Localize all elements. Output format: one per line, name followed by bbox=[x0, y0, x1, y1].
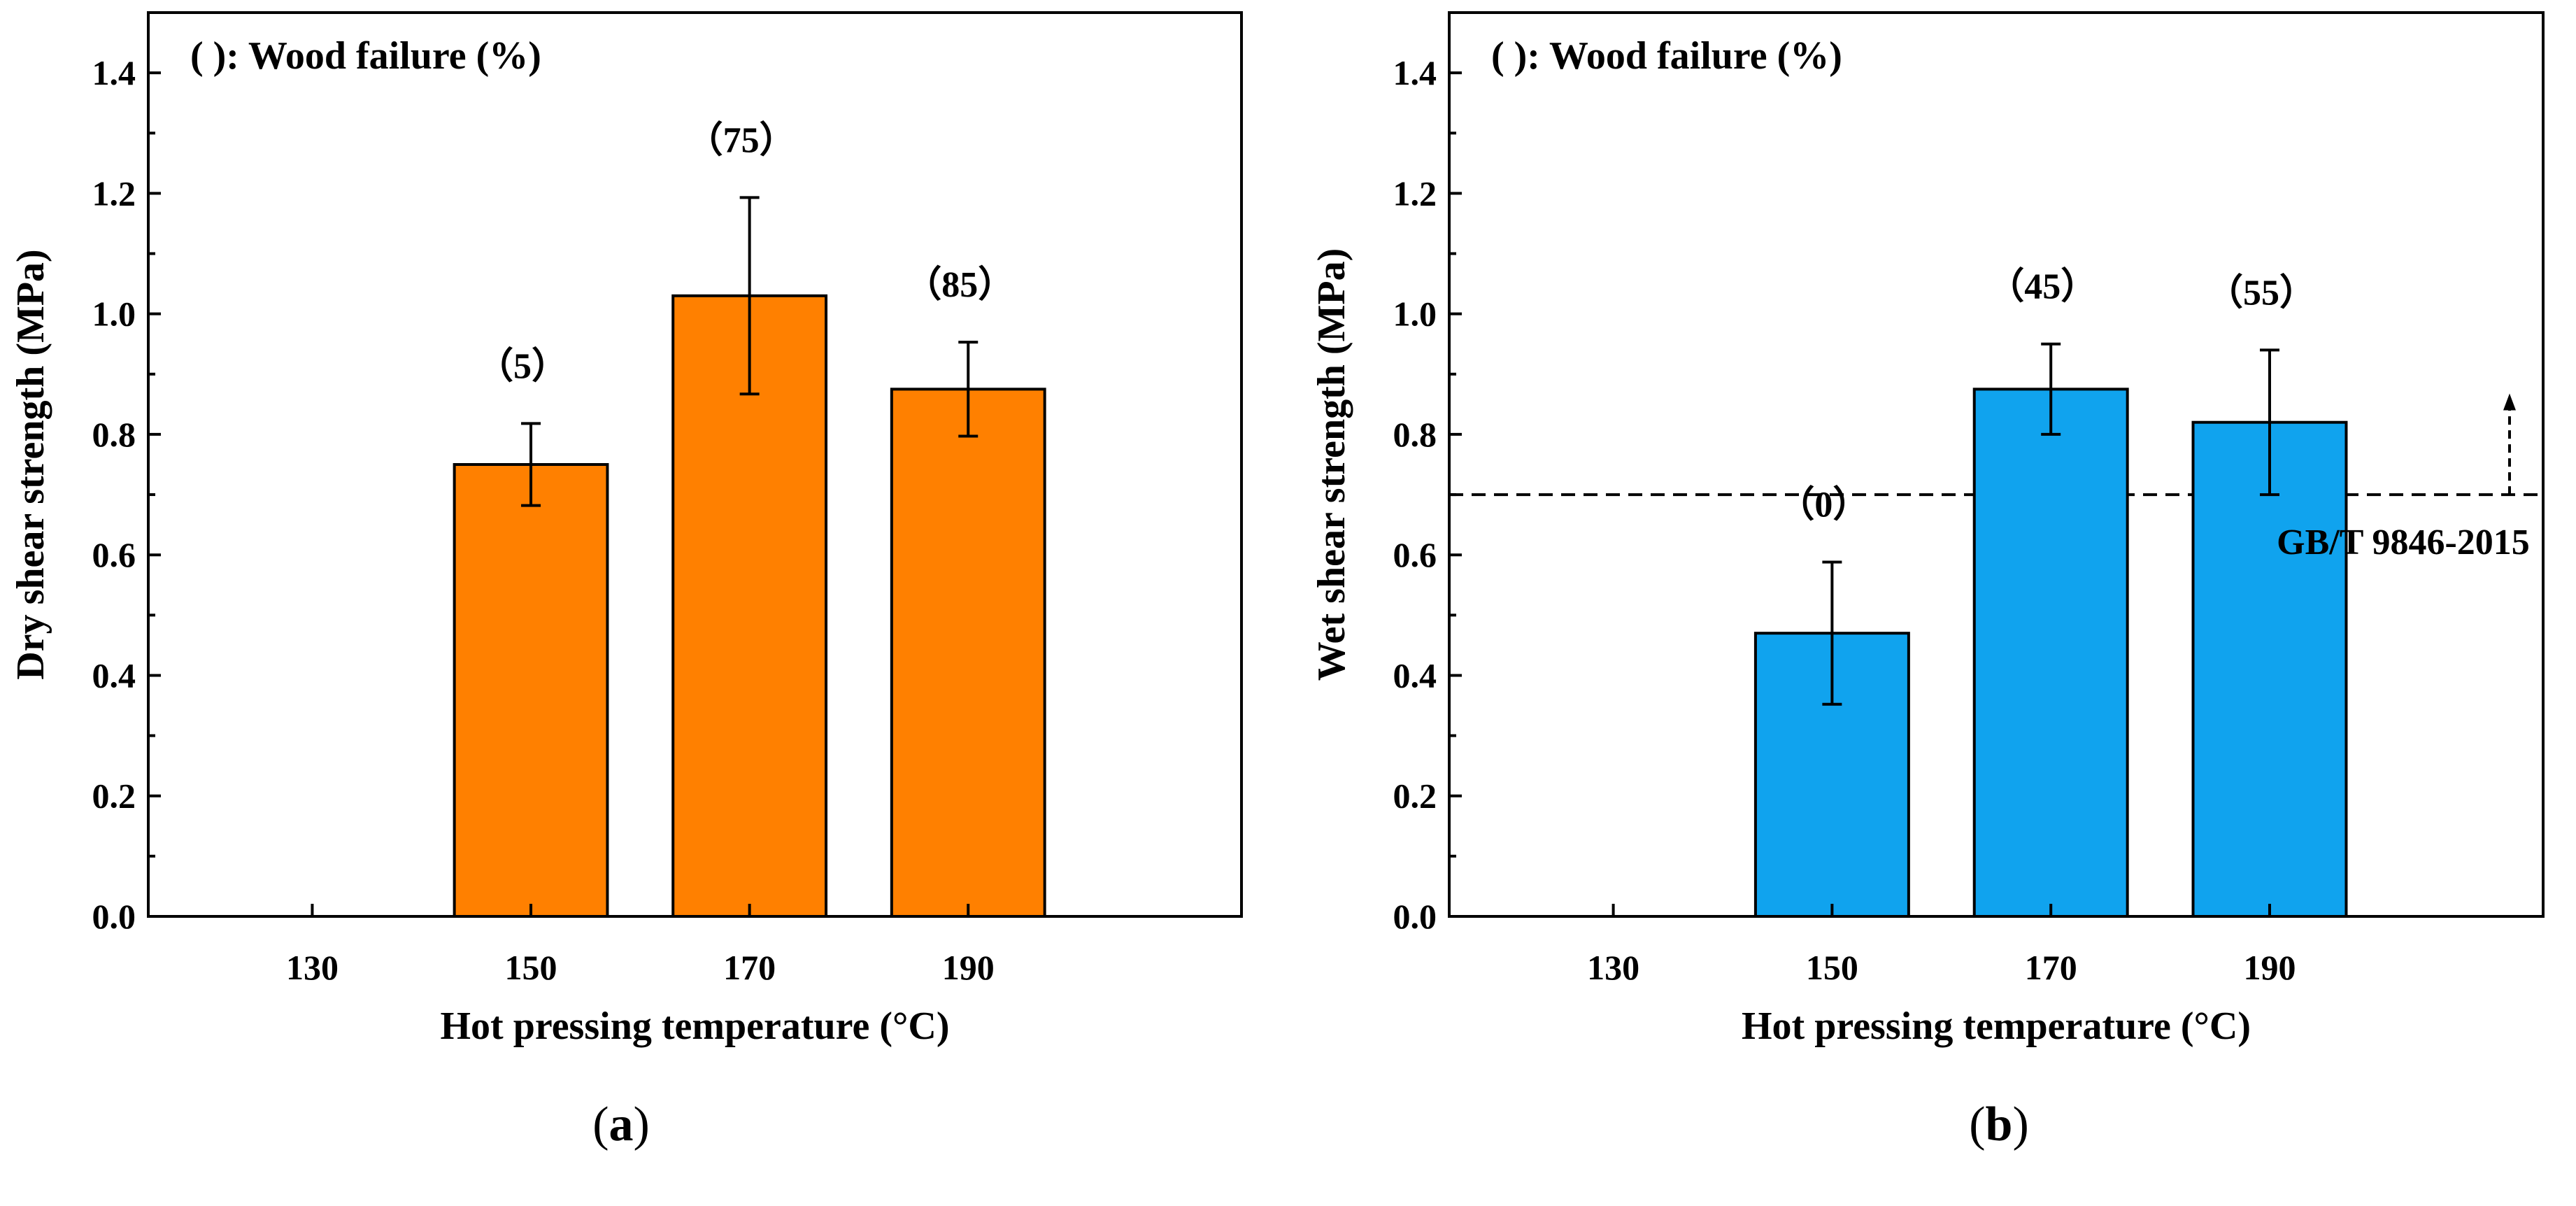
reference-line-label: GB/T 9846-2015 bbox=[2277, 523, 2530, 562]
wood-failure-label-170: （75） bbox=[687, 120, 796, 160]
x-axis-title: Hot pressing temperature (°C) bbox=[1742, 1005, 2251, 1048]
panel-a: （5） （75） （85） 0.0 0.2 0.4 0.6 0.8 1.0 1.2 1.4 130 15… bbox=[9, 11, 1243, 1151]
x-tick-label: 170 bbox=[2025, 948, 2077, 987]
wood-failure-label-150: （5） bbox=[477, 346, 568, 386]
panel-b: （0） （45） （55） GB/T 9846-2015 0.0 0.2 0.4 0.6 0.8… bbox=[1310, 11, 2545, 1151]
x-tick-label: 150 bbox=[1806, 948, 1858, 987]
y-tick-label: 0.2 bbox=[92, 776, 136, 816]
wood-failure-label-190: （55） bbox=[2207, 272, 2316, 313]
x-tick-label: 130 bbox=[286, 948, 339, 987]
panel-label-close: ) bbox=[634, 1098, 650, 1151]
y-tick-label: 0.2 bbox=[1393, 776, 1437, 816]
y-tick-label: 0.8 bbox=[92, 415, 136, 454]
panel-label-close: ) bbox=[2012, 1098, 2028, 1151]
y-tick-label: 0.0 bbox=[1393, 897, 1437, 936]
panel-label: (b) bbox=[1969, 1098, 2029, 1151]
x-axis-title: Hot pressing temperature (°C) bbox=[441, 1005, 950, 1048]
plot-frame bbox=[1448, 11, 2545, 918]
y-tick-label: 0.0 bbox=[92, 897, 136, 936]
y-tick-label: 1.4 bbox=[92, 53, 136, 92]
x-tick-label: 150 bbox=[505, 948, 557, 987]
wood-failure-label-190: （85） bbox=[905, 264, 1014, 305]
x-tick-label: 190 bbox=[2244, 948, 2296, 987]
bar-170 bbox=[671, 294, 828, 918]
wood-failure-label-170: （45） bbox=[1988, 267, 2097, 307]
panel-label-letter: b bbox=[1986, 1098, 2013, 1151]
panel-label: (a) bbox=[592, 1098, 650, 1151]
bar-190 bbox=[2191, 420, 2348, 918]
y-tick-label: 0.8 bbox=[1393, 415, 1437, 454]
bar-190 bbox=[890, 388, 1046, 918]
panel-label-letter: a bbox=[609, 1098, 634, 1151]
y-tick-label: 1.0 bbox=[92, 295, 136, 334]
x-tick-label: 170 bbox=[723, 948, 776, 987]
wood-failure-label-150: （0） bbox=[1778, 485, 1869, 525]
x-tick-label: 190 bbox=[942, 948, 995, 987]
y-tick-label: 1.2 bbox=[1393, 173, 1437, 213]
panel-label-open: ( bbox=[1969, 1098, 1985, 1151]
y-tick-label: 1.0 bbox=[1393, 295, 1437, 334]
y-tick-label: 0.4 bbox=[1393, 655, 1437, 695]
y-tick-label: 0.6 bbox=[1393, 535, 1437, 574]
y-tick-label: 1.4 bbox=[1393, 53, 1437, 92]
bar-170 bbox=[1972, 388, 2129, 918]
panel-label-open: ( bbox=[592, 1098, 609, 1151]
x-tick-label: 130 bbox=[1587, 948, 1639, 987]
wood-failure-note: ( ): Wood failure (%) bbox=[1491, 34, 1842, 78]
plot-frame bbox=[147, 11, 1243, 918]
y-axis-title: Wet shear strength (MPa) bbox=[1310, 248, 1353, 681]
y-axis-title: Dry shear strength (MPa) bbox=[9, 249, 52, 679]
bar-150 bbox=[453, 463, 609, 918]
y-tick-label: 0.4 bbox=[92, 655, 136, 695]
reference-arrow-head bbox=[2503, 393, 2516, 411]
wood-failure-note: ( ): Wood failure (%) bbox=[190, 34, 541, 78]
y-tick-label: 0.6 bbox=[92, 535, 136, 574]
y-tick-label: 1.2 bbox=[92, 173, 136, 213]
